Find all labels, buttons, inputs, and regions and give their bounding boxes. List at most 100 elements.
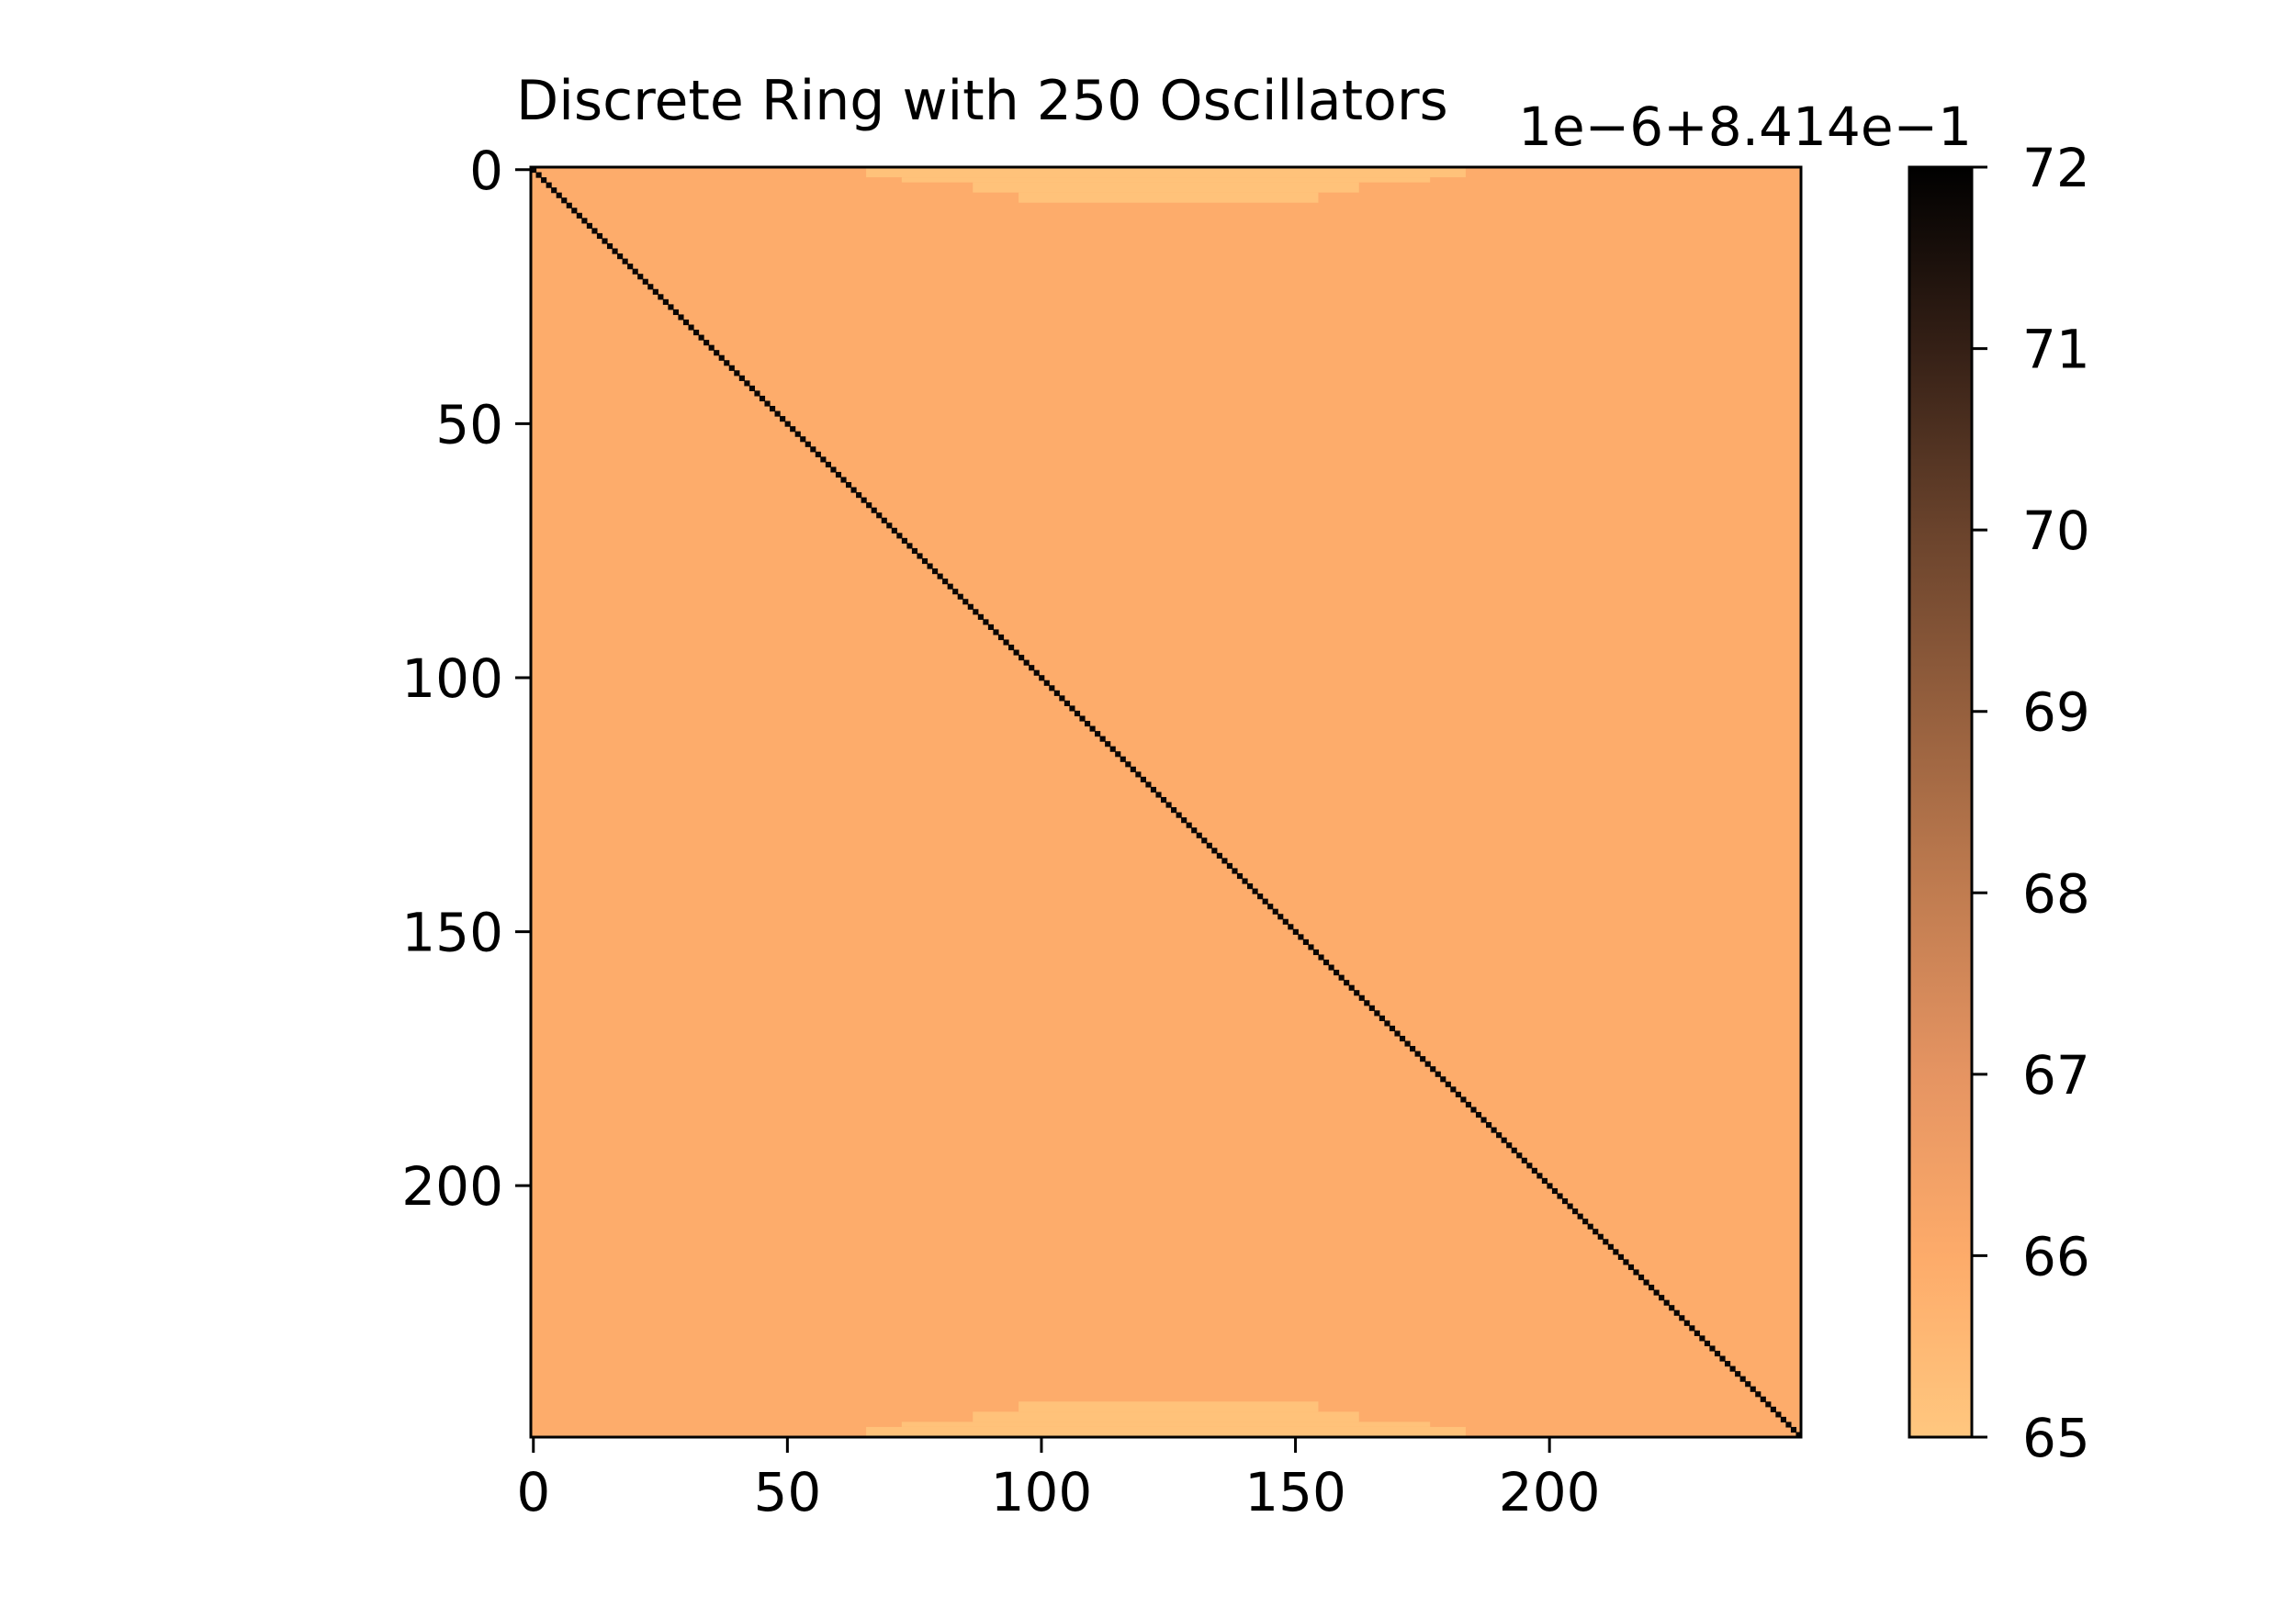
diagonal-cell: [1145, 781, 1152, 788]
edge-band-cell: [866, 1426, 1466, 1437]
diagonal-cell: [1262, 898, 1268, 905]
diagonal-cell: [896, 533, 903, 539]
diagonal-cell: [744, 380, 750, 387]
diagonal-cell: [850, 487, 857, 493]
diagonal-cell: [1374, 1010, 1380, 1017]
diagonal-cell: [1242, 878, 1248, 884]
colorbar-tick-label: 67: [2022, 1044, 2090, 1107]
diagonal-cell: [571, 208, 578, 214]
diagonal-cell: [1643, 1279, 1649, 1286]
diagonal-cell: [1079, 715, 1086, 722]
diagonal-cell: [1232, 868, 1238, 874]
diagonal-cell: [1460, 1096, 1467, 1103]
edge-band-cell: [973, 1411, 1359, 1422]
diagonal-cell: [1334, 970, 1340, 976]
diagonal-cell: [1344, 980, 1350, 986]
diagonal-cell: [820, 456, 827, 463]
diagonal-cell: [1649, 1285, 1655, 1291]
diagonal-cell: [1354, 990, 1360, 996]
diagonal-cell: [1470, 1107, 1477, 1113]
colorbar-frame: [1908, 165, 1974, 1439]
diagonal-cell: [1582, 1219, 1589, 1225]
diagonal-cell: [1135, 771, 1142, 778]
diagonal-cell: [1292, 928, 1299, 935]
diagonal-cell: [1750, 1386, 1756, 1392]
diagonal-cell: [1191, 827, 1198, 834]
diagonal-cell: [1029, 665, 1035, 671]
diagonal-cell: [1699, 1335, 1705, 1342]
diagonal-cell: [1714, 1350, 1721, 1357]
diagonal-cell: [1465, 1101, 1472, 1108]
diagonal-cell: [1430, 1066, 1436, 1073]
diagonal-cell: [1435, 1071, 1441, 1077]
diagonal-cell: [1420, 1056, 1426, 1062]
diagonal-cell: [1272, 908, 1278, 915]
diagonal-cell: [1312, 949, 1320, 956]
diagonal-cell: [1394, 1030, 1401, 1037]
diagonal-cell: [977, 613, 984, 620]
diagonal-cell: [668, 304, 674, 310]
diagonal-cell: [1623, 1259, 1629, 1265]
diagonal-cell: [1593, 1229, 1599, 1235]
diagonal-cell: [541, 177, 547, 184]
edge-band-cell: [1019, 1401, 1319, 1412]
diagonal-cell: [1171, 807, 1177, 814]
diagonal-cell: [1089, 725, 1096, 732]
chart-title: Discrete Ring with 250 Oscillators: [516, 69, 1448, 133]
diagonal-cell: [1013, 649, 1019, 656]
diagonal-cell: [678, 314, 684, 320]
diagonal-cell: [566, 202, 572, 208]
diagonal-cell: [1099, 736, 1106, 742]
diagonal-cell: [1023, 659, 1030, 666]
colorbar-ticks: 65 66 67 68 69 70 71 72: [1972, 137, 2090, 1469]
diagonal-cell: [606, 242, 613, 250]
diagonal-cell: [1496, 1132, 1503, 1139]
diagonal-cell: [1308, 944, 1314, 950]
diagonal-cell: [1049, 685, 1055, 691]
diagonal-cell: [1368, 1005, 1375, 1011]
edge-band-cell: [1019, 192, 1319, 203]
diagonal-cell: [1059, 695, 1065, 702]
diagonal-cell: [1531, 1167, 1537, 1174]
x-tick-label: 150: [1244, 1461, 1346, 1523]
diagonal-cell: [622, 258, 628, 264]
edge-band-cell: [901, 177, 1431, 183]
diagonal-cell: [790, 426, 796, 433]
diagonal-cell: [1043, 680, 1050, 686]
diagonal-cell: [724, 360, 730, 366]
diagonal-cell: [1186, 822, 1192, 828]
diagonal-cell: [906, 543, 913, 549]
diagonal-cell: [1572, 1208, 1579, 1215]
diagonal-cell: [1526, 1163, 1533, 1169]
diagonal-cell: [1780, 1416, 1787, 1423]
colorbar-tick-label: 65: [2022, 1407, 2090, 1469]
diagonal-cell: [1557, 1193, 1563, 1199]
diagonal-cell: [876, 512, 883, 519]
diagonal-cell: [1125, 761, 1131, 768]
diagonal-cell: [1511, 1147, 1517, 1153]
diagonal-cell: [586, 222, 592, 229]
diagonal-cell: [1607, 1243, 1614, 1250]
diagonal-cell: [1130, 766, 1136, 772]
diagonal-cell: [1725, 1361, 1731, 1367]
diagonal-cell: [952, 589, 959, 595]
diagonal-cell: [688, 324, 694, 331]
diagonal-cell: [1541, 1177, 1548, 1184]
diagonal-cell: [993, 629, 999, 635]
diagonal-cell: [1008, 645, 1015, 651]
diagonal-cell: [662, 298, 669, 305]
diagonal-cell: [718, 354, 725, 361]
diagonal-cell: [1617, 1253, 1624, 1260]
diagonal-cell: [1389, 1025, 1396, 1032]
diagonal-cell: [642, 278, 648, 285]
diagonal-cell: [1486, 1122, 1492, 1129]
colorbar-tick-label: 66: [2022, 1225, 2090, 1287]
edge-band-cell: [866, 167, 1466, 178]
diagonal-cell: [780, 416, 786, 422]
diagonal-cell: [967, 603, 974, 610]
diagonal-cell: [708, 344, 715, 351]
diagonal-cell: [962, 599, 969, 605]
diagonal-cell: [1053, 690, 1060, 696]
diagonal-cell: [1379, 1015, 1385, 1021]
diagonal-cell: [1069, 705, 1075, 712]
